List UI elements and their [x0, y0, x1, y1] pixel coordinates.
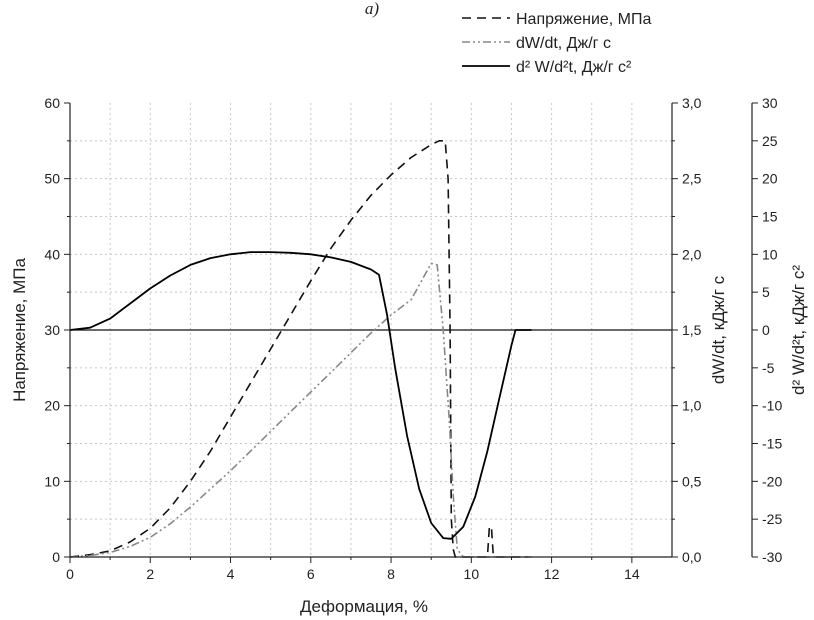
x-tick-label: 0 — [66, 566, 74, 582]
y-right2-tick-label: -5 — [762, 360, 775, 376]
y-right2-tick-label: 15 — [762, 209, 778, 225]
y-right1-axis-title: dW/dt, кДж/г с — [709, 275, 728, 384]
y-right1-tick-label: 3,0 — [682, 95, 702, 111]
y-right2-tick-label: 10 — [762, 246, 778, 262]
x-axis-title: Деформация, % — [300, 597, 428, 616]
legend-label-2: dW/dt, Дж/г с — [516, 35, 611, 52]
x-tick-label: 12 — [544, 566, 560, 582]
series-line-2 — [69, 262, 532, 558]
x-tick-label: 6 — [307, 566, 315, 582]
y-right2-tick-label: -20 — [762, 473, 782, 489]
y-right2-tick-label: -25 — [762, 511, 782, 527]
y-right1-tick-label: 1,5 — [682, 322, 702, 338]
y-right2-axis-title: d² W/d²t, кДж/г с² — [789, 265, 808, 395]
y-left-tick-label: 50 — [44, 171, 60, 187]
panel-label: а) — [365, 0, 380, 18]
y-left-axis-title: Напряжение, МПа — [10, 258, 29, 402]
y-right2-tick-label: 20 — [762, 171, 778, 187]
y-left-tick-label: 30 — [44, 322, 60, 338]
x-tick-label: 14 — [624, 566, 640, 582]
x-tick-label: 4 — [227, 566, 235, 582]
axes: 0 2 4 6 8 10 12 1401020304050600,00,51,01,52,02… — [44, 95, 782, 582]
series-line-3 — [69, 251, 532, 540]
y-left-tick-label: 10 — [44, 473, 60, 489]
y-right1-tick-label: 1,0 — [682, 398, 702, 414]
y-right2-tick-label: -30 — [762, 549, 782, 565]
y-right1-tick-label: 0,0 — [682, 549, 702, 565]
y-right2-tick-label: 30 — [762, 95, 778, 111]
y-right1-tick-label: 2,0 — [682, 246, 702, 262]
x-tick-label: 10 — [464, 566, 480, 582]
y-left-tick-label: 20 — [44, 398, 60, 414]
y-right2-tick-label: -15 — [762, 436, 782, 452]
y-right2-tick-label: 5 — [762, 284, 770, 300]
legend-label-3: d² W/d²t, Дж/г с² — [516, 59, 632, 76]
series-line-1 — [69, 140, 528, 558]
legend: Напряжение, МПа dW/dt, Дж/г с d² W/d²t, Дж… — [462, 11, 651, 76]
y-left-tick-label: 60 — [44, 95, 60, 111]
y-left-tick-label: 40 — [44, 246, 60, 262]
legend-label-1: Напряжение, МПа — [516, 11, 651, 28]
y-right1-tick-label: 0,5 — [682, 473, 702, 489]
y-right2-tick-label: 25 — [762, 133, 778, 149]
y-right2-tick-label: -10 — [762, 398, 782, 414]
x-tick-label: 8 — [387, 566, 395, 582]
y-right1-tick-label: 2,5 — [682, 171, 702, 187]
y-right2-tick-label: 0 — [762, 322, 770, 338]
x-tick-label: 2 — [146, 566, 154, 582]
plot-lines — [69, 140, 672, 558]
y-left-tick-label: 0 — [52, 549, 60, 565]
